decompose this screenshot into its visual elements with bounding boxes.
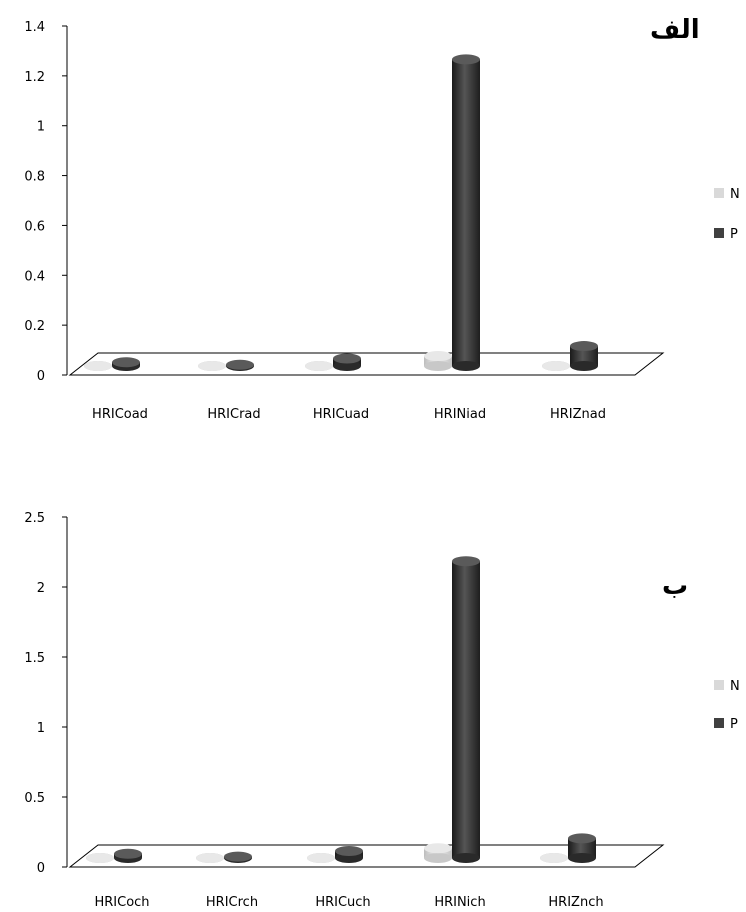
bar-n [198,361,226,371]
category-label: HRICrad [207,407,260,422]
chart-2-bars [86,556,596,863]
bar-body [452,59,480,366]
legend-swatch-n [714,188,724,198]
y-tick-label: 1.4 [24,20,45,35]
bar-top [86,853,114,863]
bar-top [198,361,226,371]
bar-bottom [570,361,598,371]
legend-label-p: P [730,717,738,732]
category-label: HRICoad [92,407,148,422]
bar-n [307,853,335,863]
chart-1-ticks: 0 0.2 0.4 0.6 0.8 1 1.2 1.4 [24,20,67,384]
legend-label-p: P [730,227,738,242]
bar-n [196,853,224,863]
category-label: HRICuch [315,895,370,910]
y-tick-label: 1 [37,721,45,736]
category-label: HRIZnad [550,407,606,422]
bar-top [112,357,140,368]
bar-top [305,361,333,371]
y-tick-label: 0.4 [24,269,45,284]
y-tick-label: 2.5 [24,511,45,526]
bar-top [424,351,452,362]
bar-bottom [452,361,480,371]
bar-bottom [333,361,361,371]
chart-1: 0 0.2 0.4 0.6 0.8 1 1.2 1.4 HRICoad HRICrad HRICu… [24,15,739,422]
y-tick-label: 1.2 [24,70,45,85]
bar-p [114,848,142,863]
y-tick-label: 0.2 [24,319,45,334]
bar-p [452,556,480,863]
legend-swatch-p [714,228,724,238]
category-label: HRINiad [434,407,486,422]
bar-n [84,361,112,371]
bar-n [540,853,568,863]
bar-top [196,853,224,863]
y-tick-label: 1 [37,120,45,135]
y-tick-label: 1.5 [24,651,45,666]
chart-1-bars [84,54,598,371]
category-label: HRICrch [206,895,258,910]
bar-top [335,846,363,856]
chart-2: 0 0.5 1 1.5 2 2.5 HRICoch HRICrch HRICuch HRINic… [24,511,739,910]
bar-top [452,54,480,65]
y-tick-label: 0.8 [24,170,45,185]
category-label: HRICoch [94,895,149,910]
bar-top [84,361,112,371]
bar-top [542,361,570,371]
chart-1-categories: HRICoad HRICrad HRICuad HRINiad HRIZnad [92,407,606,422]
bar-top [224,851,252,862]
bar-p [335,846,363,863]
bar-bottom [568,853,596,863]
y-tick-label: 0.6 [24,219,45,234]
bar-top [226,359,254,370]
legend-label-n: N [730,187,740,202]
bar-n [424,843,452,863]
bar-n [542,361,570,371]
y-tick-label: 0 [37,369,45,384]
bar-top [540,853,568,863]
chart-1-title: الف [650,15,700,45]
legend-swatch-n [714,680,724,690]
category-label: HRINich [434,895,485,910]
bar-top [568,833,596,844]
y-tick-label: 2 [37,581,45,596]
bar-bottom [452,853,480,863]
bar-top [424,843,452,854]
y-tick-label: 0.5 [24,791,45,806]
legend-swatch-p [714,718,724,728]
chart-2-title: ب [662,571,688,601]
bar-n [86,853,114,863]
bar-p [333,353,361,371]
bar-n [305,361,333,371]
bar-top [333,353,361,364]
chart-1-legend: N P [714,187,740,242]
legend-label-n: N [730,679,740,694]
chart-2-legend: N P [714,679,740,732]
chart-2-categories: HRICoch HRICrch HRICuch HRINich HRIZnch [94,895,603,910]
bar-top [114,848,142,859]
bar-top [307,853,335,863]
bar-p [112,357,140,371]
bar-bottom [335,853,363,863]
bar-bottom [424,361,452,371]
category-label: HRIZnch [548,895,603,910]
bar-body [568,838,596,858]
bar-n [424,351,452,371]
chart-2-ticks: 0 0.5 1 1.5 2 2.5 [24,511,67,876]
bar-top [570,341,598,352]
category-label: HRICuad [313,407,369,422]
bar-top [452,556,480,567]
bar-p [570,341,598,371]
bar-body [570,346,598,366]
bar-body [452,561,480,858]
bar-p [224,851,252,863]
bar-p [568,833,596,863]
bar-p [226,359,254,371]
bar-bottom [424,853,452,863]
y-tick-label: 0 [37,861,45,876]
bar-p [452,54,480,371]
